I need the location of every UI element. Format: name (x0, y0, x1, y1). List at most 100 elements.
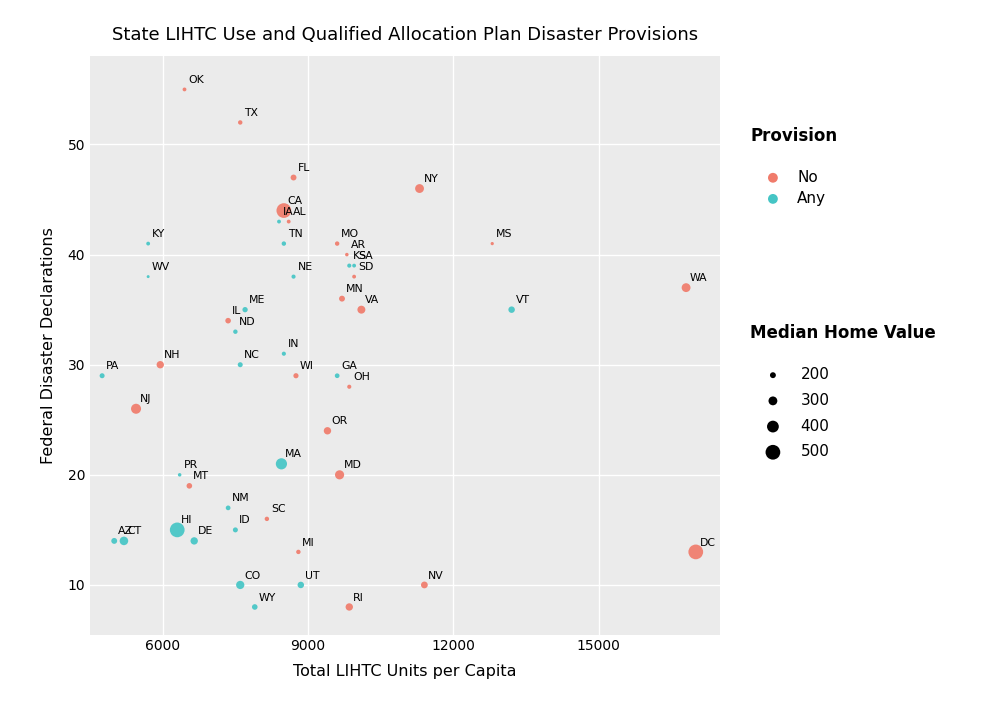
Point (220, 315, 236, 326)
Text: NC: NC (244, 350, 260, 360)
Text: IL: IL (232, 306, 241, 317)
Point (341, 601, 357, 613)
Text: DE: DE (198, 527, 213, 537)
Point (688, 546, 704, 558)
Text: SD: SD (358, 262, 373, 272)
Text: ND: ND (239, 317, 256, 327)
Text: DC: DC (700, 537, 716, 548)
X-axis label: Total LIHTC Units per Capita: Total LIHTC Units per Capita (293, 665, 517, 680)
Text: CA: CA (288, 196, 303, 206)
Point (94, 370, 110, 381)
Text: VA: VA (365, 295, 380, 305)
Point (341, 260, 357, 271)
Text: OR: OR (331, 417, 348, 427)
Y-axis label: Federal Disaster Declarations: Federal Disaster Declarations (41, 227, 56, 464)
Text: CT: CT (128, 527, 142, 537)
Point (237, 304, 253, 315)
Point (286, 271, 302, 282)
Point (273, 458, 289, 470)
Text: WA: WA (690, 274, 708, 283)
Point (416, 580, 432, 591)
Text: IA: IA (283, 207, 294, 217)
Point (281, 216, 297, 227)
Text: NM: NM (232, 493, 250, 503)
Text: KS: KS (353, 251, 367, 262)
Point (227, 326, 243, 337)
Point (232, 359, 248, 370)
Text: MS: MS (496, 229, 513, 239)
Point (247, 601, 263, 613)
Text: SA: SA (358, 251, 373, 262)
Text: KY: KY (152, 229, 165, 239)
Point (334, 293, 350, 305)
Point (341, 381, 357, 393)
Text: VT: VT (515, 295, 529, 305)
Point (346, 271, 362, 282)
Text: TX: TX (244, 108, 258, 118)
Text: ME: ME (249, 295, 265, 305)
Text: PA: PA (106, 362, 119, 372)
Point (232, 117, 248, 128)
Point (116, 535, 132, 546)
Text: NY: NY (423, 174, 438, 184)
Point (169, 525, 185, 536)
Text: MD: MD (343, 460, 361, 470)
Text: CO: CO (244, 570, 260, 580)
Point (276, 205, 292, 216)
Point (271, 216, 287, 227)
Text: IN: IN (288, 339, 299, 349)
Text: MO: MO (341, 229, 359, 239)
Text: ID: ID (239, 515, 251, 525)
Text: NJ: NJ (140, 394, 151, 405)
Point (293, 580, 309, 591)
Point (276, 238, 292, 250)
Text: RI: RI (353, 593, 364, 603)
Point (259, 513, 275, 525)
Point (220, 502, 236, 513)
Text: GA: GA (341, 362, 357, 372)
Text: HI: HI (181, 515, 193, 525)
Point (290, 546, 306, 558)
Point (504, 304, 520, 315)
Text: AR: AR (351, 240, 366, 250)
Text: NH: NH (164, 350, 181, 360)
Point (106, 535, 122, 546)
Text: MT: MT (193, 472, 209, 482)
Text: MN: MN (346, 284, 364, 294)
Text: WY: WY (259, 593, 276, 603)
Text: NE: NE (297, 262, 313, 272)
Point (288, 370, 304, 381)
Point (140, 271, 156, 282)
Text: MI: MI (302, 537, 315, 548)
Point (346, 260, 362, 271)
Text: OK: OK (188, 75, 204, 85)
Text: OH: OH (353, 372, 370, 382)
Point (329, 370, 345, 381)
Text: WI: WI (300, 362, 314, 372)
Text: AL: AL (293, 207, 306, 217)
Text: SC: SC (271, 505, 285, 515)
Point (140, 238, 156, 250)
Text: Provision: Provision (750, 127, 837, 145)
Point (329, 238, 345, 250)
Point (319, 425, 335, 436)
Text: FL: FL (297, 163, 310, 173)
Point (152, 359, 168, 370)
Point (353, 304, 369, 315)
Point (276, 348, 292, 360)
Point (172, 470, 188, 481)
Point (332, 470, 348, 481)
Text: AZ: AZ (118, 527, 133, 537)
Text: NV: NV (428, 570, 444, 580)
Point (186, 535, 202, 546)
Point (128, 403, 144, 415)
Point (177, 84, 193, 95)
Text: Median Home Value: Median Home Value (750, 324, 936, 343)
Title: State LIHTC Use and Qualified Allocation Plan Disaster Provisions: State LIHTC Use and Qualified Allocation… (112, 26, 698, 44)
Point (339, 249, 355, 260)
Text: MA: MA (285, 449, 302, 460)
Legend: 200, 300, 400, 500: 200, 300, 400, 500 (758, 367, 829, 459)
Text: PR: PR (184, 460, 198, 470)
Point (227, 525, 243, 536)
Point (232, 580, 248, 591)
